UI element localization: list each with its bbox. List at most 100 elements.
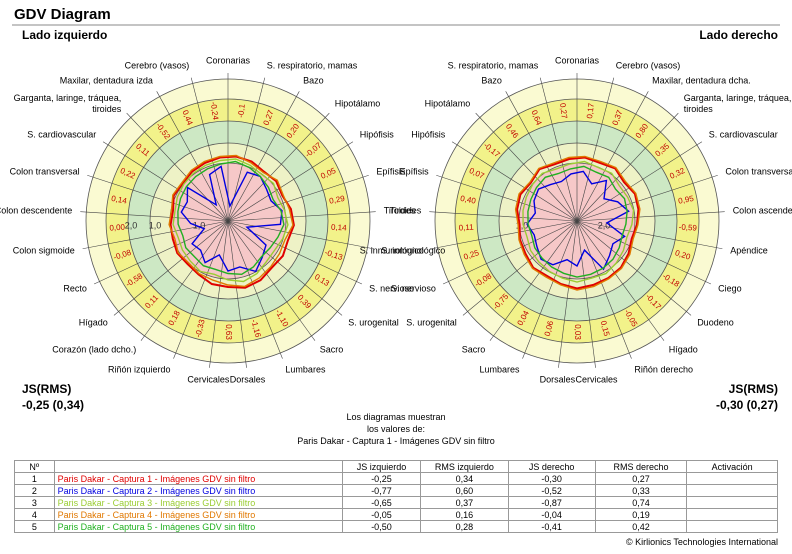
js-label: JS(RMS) [728,382,778,396]
header-cell: JS derecho [507,460,596,473]
radar-line [526,170,630,271]
cell: 0,42 [594,520,688,533]
cell: 1 [14,472,55,485]
sector-label: Hipotálamo [334,98,381,109]
ring-value: 0,40 [460,194,478,206]
cell [686,472,778,485]
spoke [576,96,646,222]
sector-label: S. cardiovascular [708,129,778,140]
sector-label: Colon ascendente [732,205,792,216]
sector-label: Cervicales [575,374,618,385]
tick [558,361,560,368]
tick [505,91,509,97]
series-name: Paris Dakar - Captura 5 - Imágenes GDV s… [53,520,343,533]
ring-value: 0,14 [331,223,348,233]
series-name: Paris Dakar - Captura 2 - Imágenes GDV s… [53,484,343,497]
spoke [92,176,229,222]
spoke [576,211,719,222]
spoke [576,220,596,362]
side-label: Lado derecho [699,28,778,42]
ring-value: 0,63 [224,324,233,340]
cell: -0,77 [341,484,422,497]
spoke [435,211,578,222]
tick [113,311,119,316]
spoke [175,220,229,354]
tick [716,247,723,250]
tick [156,91,160,97]
cell: -0,41 [507,520,596,533]
sector-label: Tiroides [383,205,416,216]
sector-label: S. respiratorio, mamas [447,60,539,71]
tick [296,91,300,97]
spoke [227,220,247,362]
header-cell: Activación [686,460,778,473]
cell: -0,50 [341,520,422,533]
spoke [227,144,349,222]
tick [190,77,193,84]
tick [673,112,679,118]
tick [660,335,665,341]
sector-label: Lumbares [479,364,520,375]
cell: -0,04 [507,508,596,521]
sector-label: Hipófisis [411,129,446,140]
sector-label: Apéndice [730,245,768,256]
cell: 3 [14,496,55,509]
cell: -0,30 [507,472,596,485]
spoke [227,220,338,312]
sector-label: Colon transversal [9,166,80,177]
spoke [493,220,578,337]
table-row: 3 Paris Dakar - Captura 3 - Imágenes GDV … [14,496,778,509]
tick [367,247,374,250]
spoke [479,117,578,222]
ring-value: 0,17 [585,102,596,119]
tick [705,281,712,285]
tick [347,141,354,146]
tick [462,311,468,316]
tick [173,352,177,359]
js-value: -0,30 (0,27) [715,398,778,412]
tick [324,112,330,118]
spoke [227,220,312,337]
sector-label: S. cardiovascular [27,129,97,140]
sector-label: Hipotálamo [424,98,471,109]
cell: 0,37 [420,496,509,509]
ring-value: -0,1 [236,103,247,118]
caption-line: Los diagramas muestran [346,412,446,422]
ring-value: 0,95 [677,194,695,206]
spoke [227,220,357,282]
series-name: Paris Dakar - Captura 3 - Imágenes GDV s… [53,496,343,509]
tick [140,335,145,341]
sector-label: S. inmunológico [359,245,424,256]
sector-label: Duodeno [697,317,734,328]
cell: 5 [14,520,55,533]
tick [245,361,247,368]
tick [82,247,89,250]
sector-label: Hipófisis [359,129,394,140]
ring-value: 0,06 [543,319,556,337]
spoke [107,144,229,222]
sector-label: Sacro [319,344,344,355]
spoke [576,144,698,222]
tick [311,335,316,341]
cell: -0,05 [341,508,422,521]
cell: -0,25 [341,472,422,485]
tick [126,112,132,118]
spoke [192,83,229,222]
tick [362,174,369,178]
ring-value: -0,24 [209,101,220,121]
spoke [576,220,717,248]
sector-label: S. respiratorio, mamas [266,60,358,71]
js-value: -0,25 (0,34) [22,398,85,412]
spoke [508,96,578,222]
ring-value: 0,15 [599,320,612,338]
sector-label: Hígado [668,344,698,355]
spoke [441,176,578,222]
cell: 4 [14,508,55,521]
spoke [576,220,661,337]
js-label: JS(RMS) [22,382,72,396]
spoke [558,220,578,362]
cell: -0,65 [341,496,422,509]
cell: 0,27 [594,472,688,485]
